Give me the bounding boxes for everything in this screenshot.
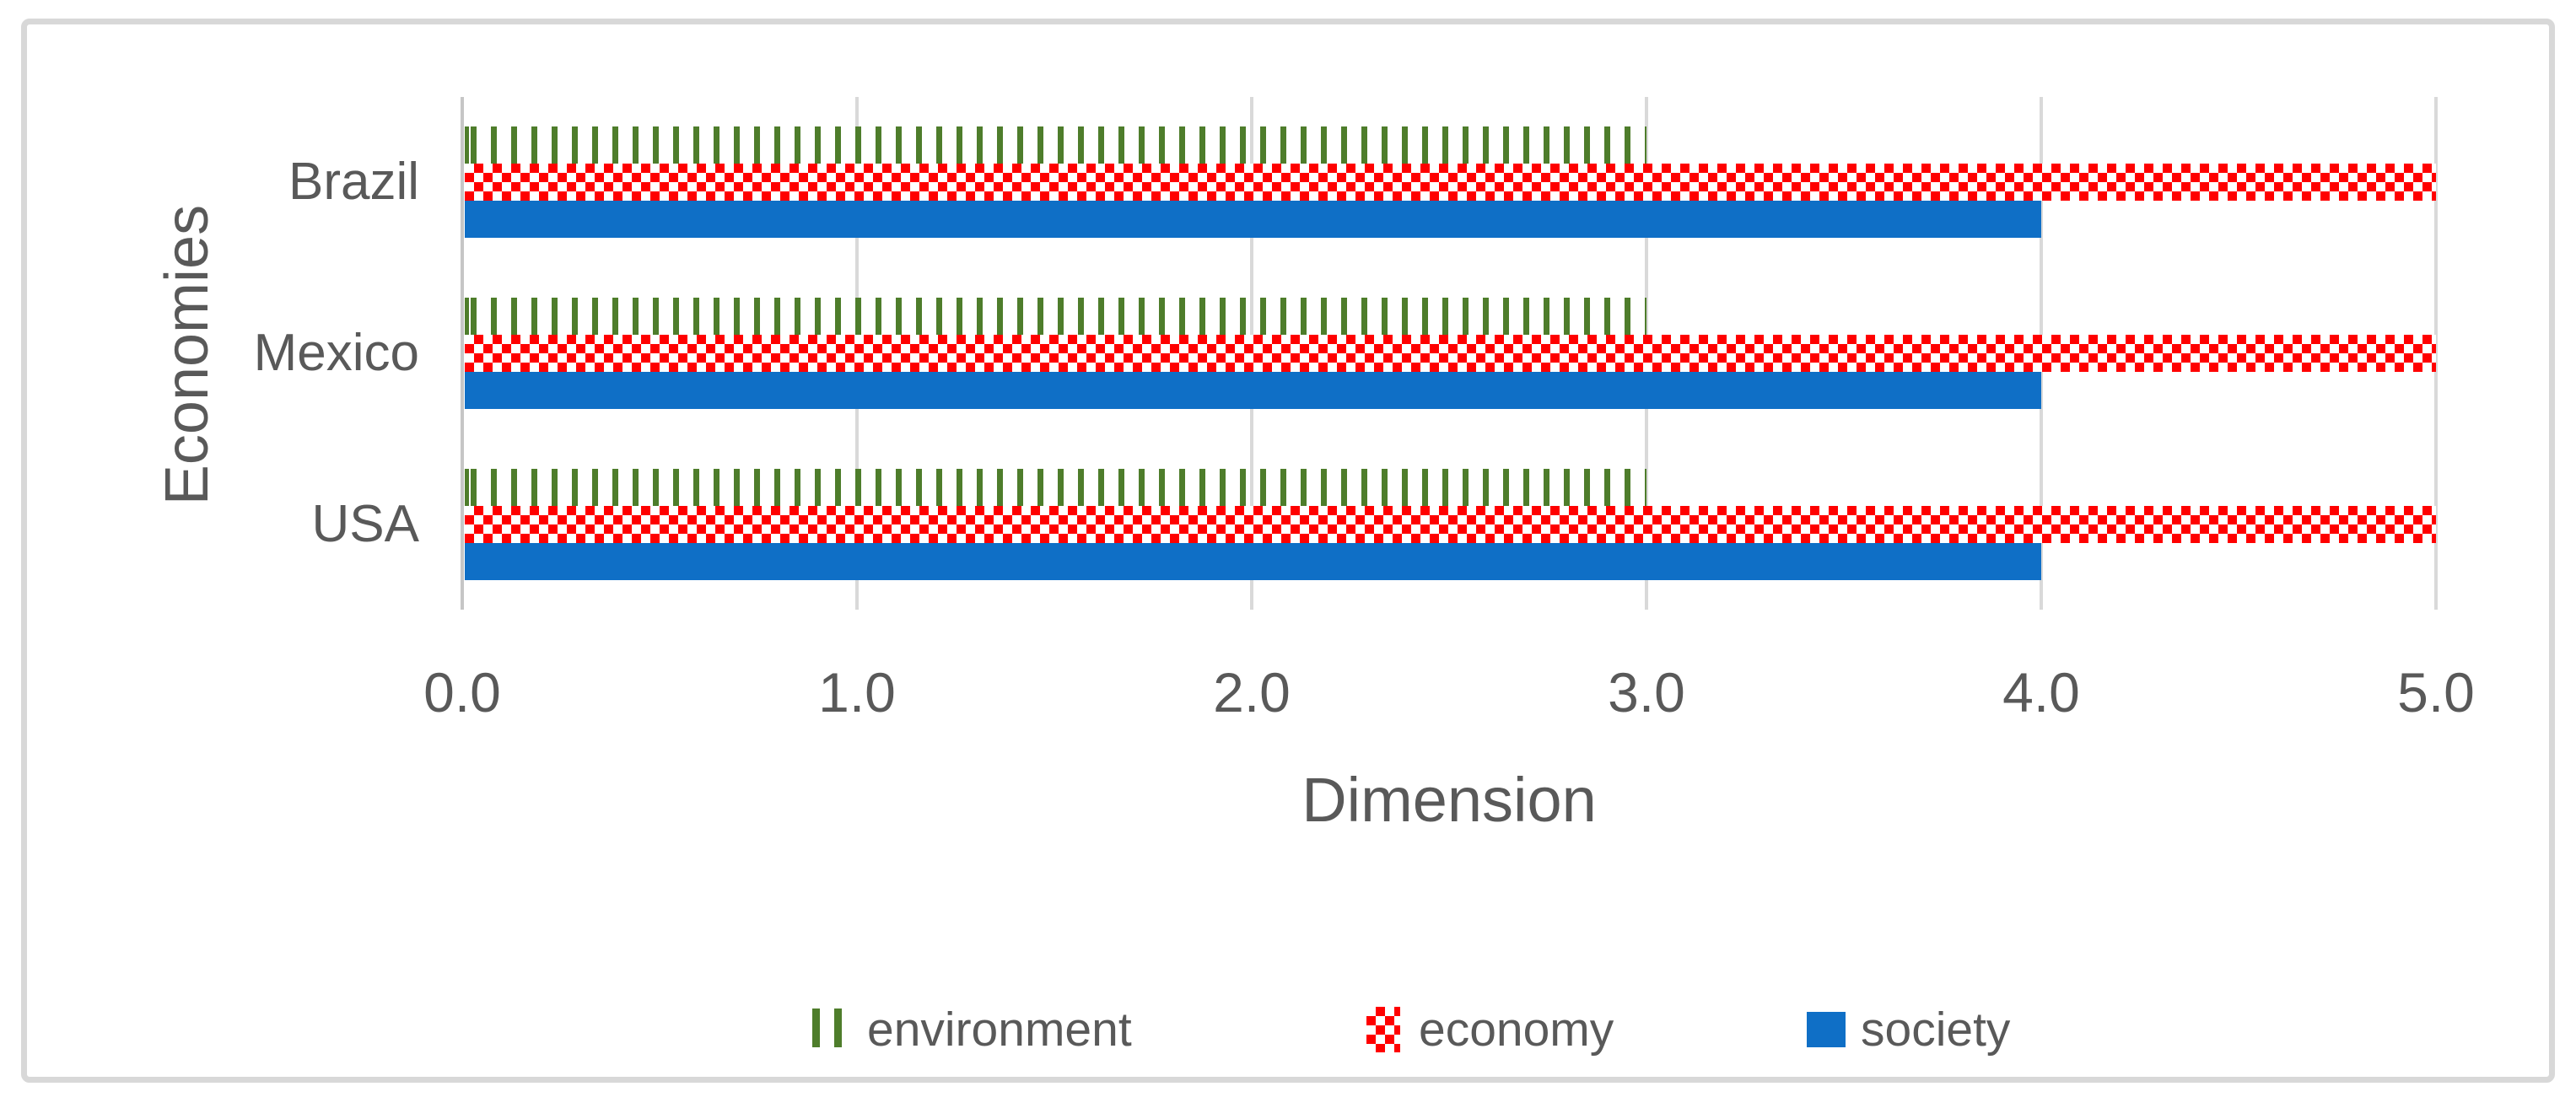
x-tick-label: 1.0 xyxy=(818,661,896,723)
bar-economy-mexico xyxy=(465,335,2436,372)
category-label-brazil: Brazil xyxy=(288,153,419,212)
value-axis-line xyxy=(461,97,464,610)
category-label-mexico: Mexico xyxy=(253,324,419,382)
legend-label-society: society xyxy=(1861,1003,2011,1057)
bar-environment-brazil xyxy=(465,126,1646,164)
x-tick-label: 5.0 xyxy=(2397,661,2475,723)
bar-society-brazil xyxy=(465,201,2041,239)
x-tick-label: 4.0 xyxy=(2002,661,2080,723)
bar-environment-mexico xyxy=(465,298,1646,335)
gridline xyxy=(2434,97,2438,610)
legend-label-environment: environment xyxy=(867,1003,1132,1057)
legend-swatch-economy-icon xyxy=(1366,1007,1400,1052)
bar-society-usa xyxy=(465,542,2041,580)
y-axis-title: Economies xyxy=(154,204,221,506)
bar-society-mexico xyxy=(465,372,2041,409)
x-axis-title: Dimension xyxy=(1301,765,1597,835)
legend-label-economy: economy xyxy=(1419,1003,1614,1057)
category-label-usa: USA xyxy=(311,494,419,553)
x-tick-label: 2.0 xyxy=(1213,661,1291,723)
legend-swatch-society-icon xyxy=(1807,1012,1846,1047)
bar-economy-usa xyxy=(465,505,2436,543)
bar-environment-usa xyxy=(465,468,1646,506)
x-tick-label: 0.0 xyxy=(423,661,501,723)
legend-swatch-environment-icon xyxy=(812,1008,843,1047)
x-tick-label: 3.0 xyxy=(1608,661,1685,723)
bar-economy-brazil xyxy=(465,164,2436,202)
